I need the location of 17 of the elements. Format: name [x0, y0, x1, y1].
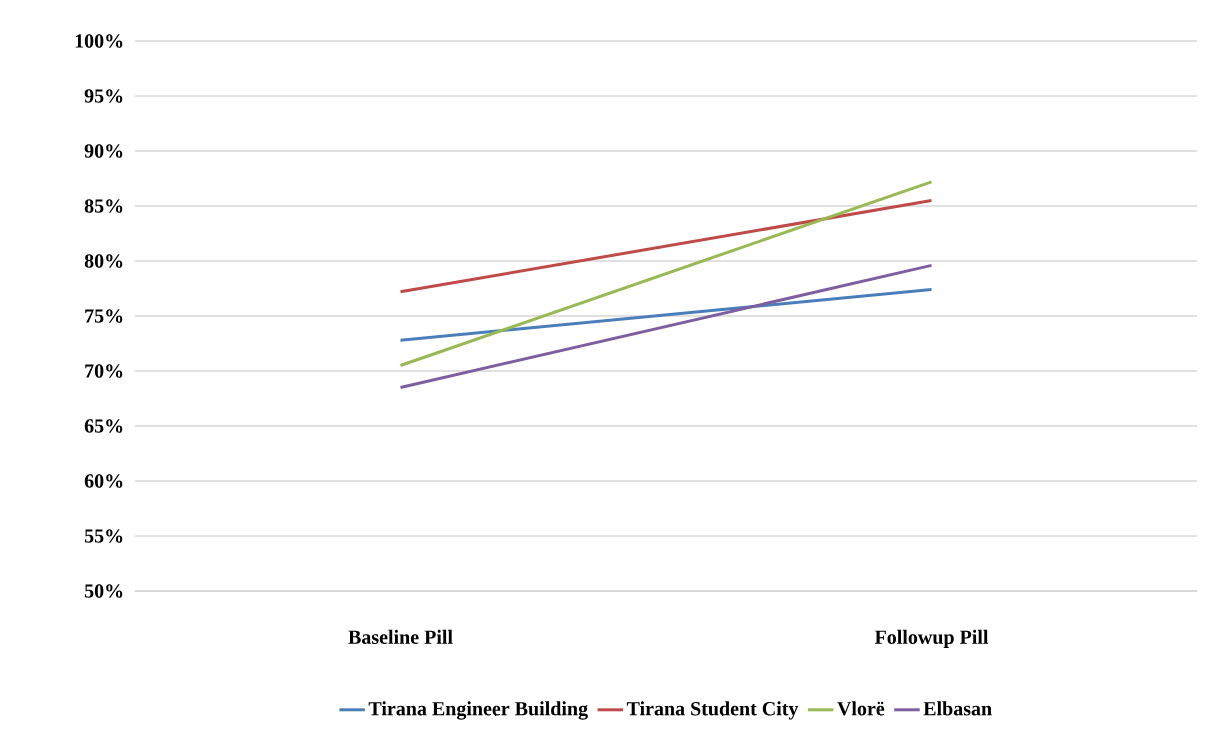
x-tick-label: Followup Pill — [874, 629, 989, 649]
legend-label: Tirana Engineer Building — [368, 701, 588, 720]
y-tick-label: 70% — [85, 364, 123, 378]
y-tick-label: 90% — [84, 144, 123, 158]
legend-label: Elbasan — [923, 701, 992, 716]
y-tick-label: 60% — [84, 474, 123, 488]
legend-label: Vlorë — [837, 701, 885, 716]
x-tick-label: Baseline Pill — [348, 629, 453, 644]
y-tick-label: 75% — [85, 309, 123, 323]
y-tick-label: 80% — [84, 254, 123, 268]
y-tick-label: 95% — [84, 89, 123, 103]
y-tick-label: 100% — [75, 34, 123, 48]
legend-label: Tirana Student City — [626, 701, 799, 720]
y-tick-label: 55% — [84, 529, 123, 543]
y-tick-label: 50% — [84, 584, 123, 598]
y-tick-label: 85% — [84, 199, 123, 213]
y-tick-label: 65% — [84, 419, 123, 433]
